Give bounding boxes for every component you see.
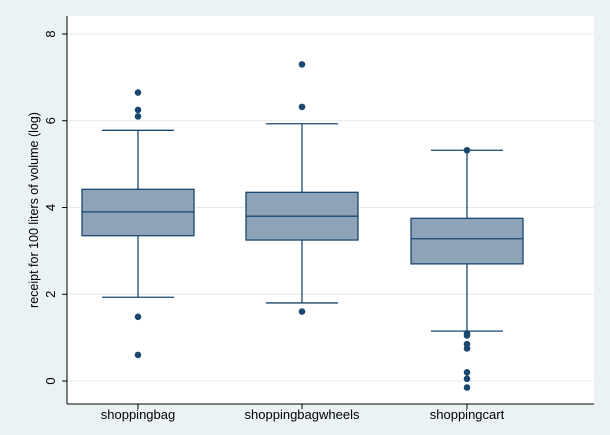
x-tick-label-shoppingcart: shoppingcart: [430, 407, 505, 422]
iqr-box: [81, 188, 195, 237]
outlier-point: [298, 61, 306, 68]
y-tick-label-4: 4: [43, 204, 58, 211]
y-axis-title: receipt for 100 liters of volume (log): [27, 112, 41, 308]
outlier-point: [298, 308, 306, 315]
y-axis-ticks: 0 2 4 6 8: [43, 30, 67, 385]
box-shoppingcart: [410, 146, 524, 391]
box-shoppingbagwheels: [245, 61, 359, 315]
outlier-point: [134, 106, 142, 114]
outlier-point: [134, 89, 142, 96]
outlier-point: [134, 351, 142, 359]
outlier-point: [463, 340, 471, 348]
y-tick-label-2: 2: [43, 291, 58, 298]
outlier-point: [463, 369, 471, 376]
x-tick-label-shoppingbagwheels: shoppingbagwheels: [245, 407, 360, 422]
y-tick-label-6: 6: [43, 117, 58, 124]
outlier-point: [463, 384, 471, 391]
outlier-point: [463, 375, 471, 383]
outlier-point: [463, 146, 471, 154]
outlier-point: [134, 313, 142, 321]
x-axis-ticks: shoppingbag shoppingbagwheels shoppingcart: [101, 404, 505, 422]
y-tick-label-0: 0: [43, 377, 58, 384]
outlier-point: [463, 329, 471, 337]
box-shoppingbag: [81, 89, 195, 359]
boxes-layer: [81, 61, 524, 391]
outlier-point: [134, 113, 142, 120]
outlier-point: [298, 103, 306, 111]
iqr-box: [410, 217, 524, 265]
x-tick-label-shoppingbag: shoppingbag: [101, 407, 175, 422]
y-tick-label-8: 8: [43, 30, 58, 37]
